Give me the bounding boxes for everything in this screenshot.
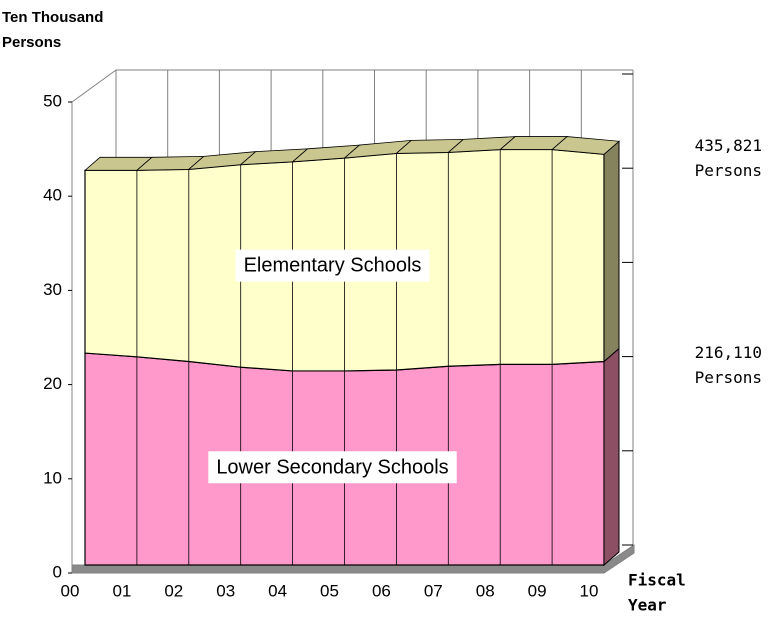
series-label: Elementary Schools xyxy=(244,255,422,277)
x-tick-label: 01 xyxy=(112,581,131,600)
y-label: Persons xyxy=(2,34,61,51)
y-tick-label: 10 xyxy=(43,468,62,487)
y-tick-label: 50 xyxy=(43,91,62,110)
x-tick-label: 10 xyxy=(580,581,599,600)
x-tick-label: 07 xyxy=(424,581,443,600)
x-tick-label: 00 xyxy=(61,581,80,600)
y-tick-label: 30 xyxy=(43,280,62,299)
x-tick-label: 05 xyxy=(320,581,339,600)
x-tick-label: 02 xyxy=(164,581,183,600)
annotation: Persons xyxy=(695,161,762,180)
series-label: Lower Secondary Schools xyxy=(216,456,448,478)
side xyxy=(603,140,620,363)
x-tick-label: 06 xyxy=(372,581,391,600)
annotation: 216,110 xyxy=(695,343,762,362)
x-label: Fiscal xyxy=(628,571,686,590)
x-tick-label: 04 xyxy=(268,581,287,600)
wall-edge xyxy=(71,69,117,103)
label-box xyxy=(208,451,457,484)
label-box xyxy=(235,249,430,282)
y-tick-label: 20 xyxy=(43,374,62,393)
y-tick-label: 0 xyxy=(53,562,62,581)
x-tick-label: 08 xyxy=(476,581,495,600)
y-tick-label: 40 xyxy=(43,186,62,205)
annotation: 435,821 xyxy=(695,136,762,155)
side xyxy=(603,347,620,567)
x-tick-label: 03 xyxy=(216,581,235,600)
x-label: Year xyxy=(628,596,667,615)
top xyxy=(551,136,620,155)
x-tick-label: 09 xyxy=(528,581,547,600)
y-label: Ten Thousand xyxy=(2,9,103,26)
annotation: Persons xyxy=(695,368,762,387)
